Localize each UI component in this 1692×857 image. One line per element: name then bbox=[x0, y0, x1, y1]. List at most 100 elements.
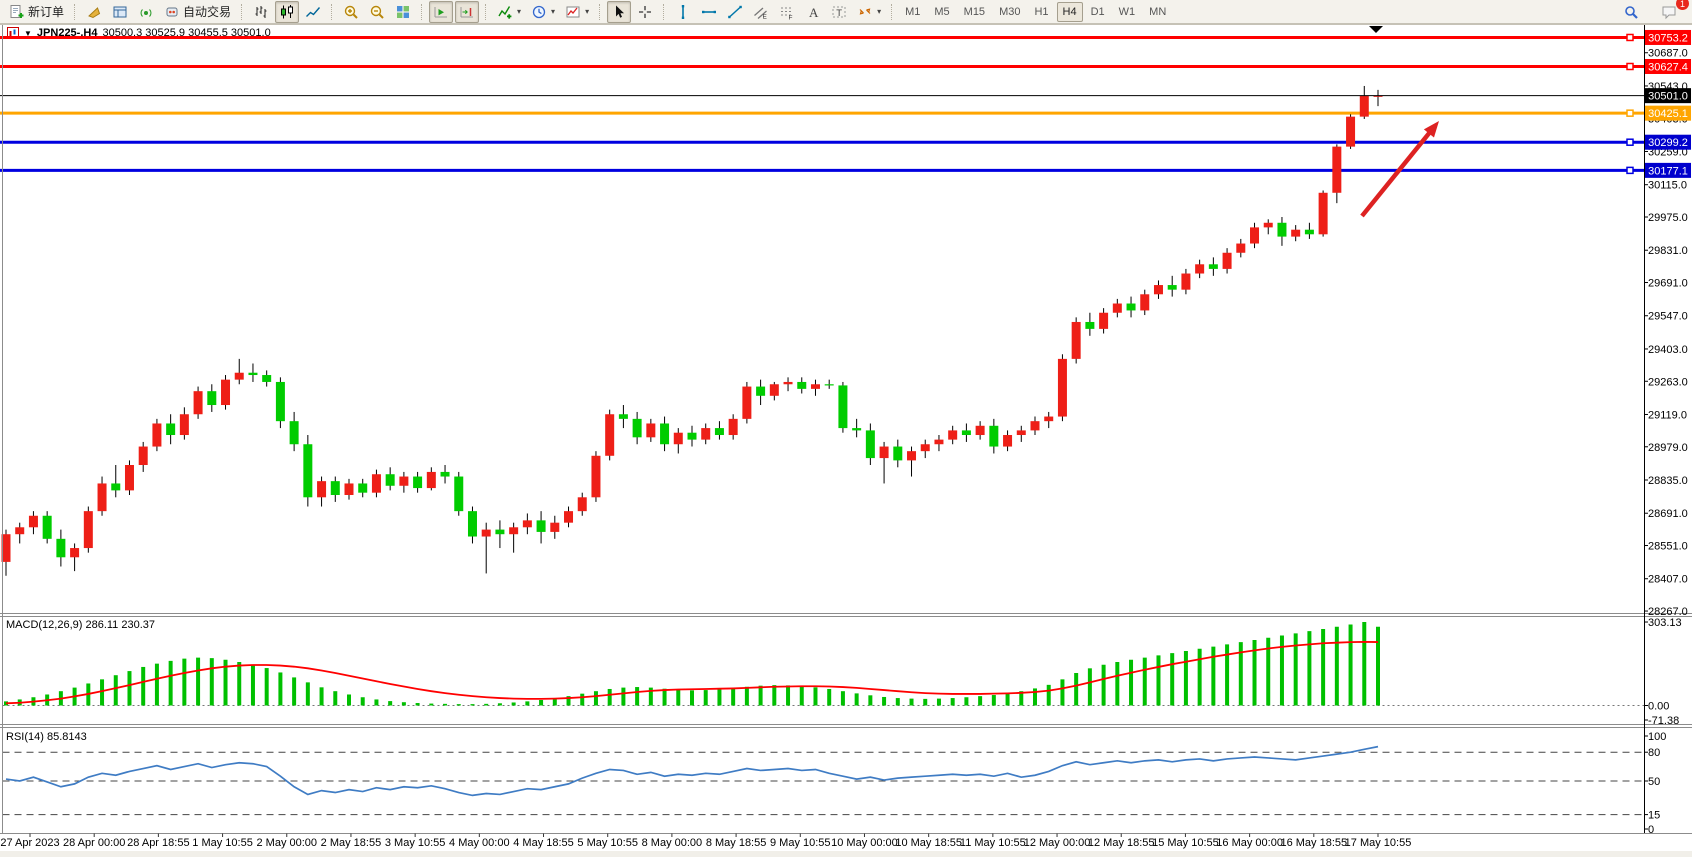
trendline-button[interactable] bbox=[723, 1, 747, 23]
window-bottom-strip bbox=[0, 851, 1692, 857]
candles-icon bbox=[279, 4, 295, 20]
toolbar-separator bbox=[663, 3, 665, 20]
signals-icon bbox=[138, 4, 154, 20]
macd-indicator-label: MACD(12,26,9) 286.11 230.37 bbox=[6, 619, 155, 631]
toolbar-separator bbox=[599, 3, 601, 20]
dropdown-caret[interactable]: ▾ bbox=[551, 7, 556, 16]
profiles-button[interactable] bbox=[82, 1, 106, 23]
svg-text:T: T bbox=[836, 7, 842, 18]
market-watch-button[interactable] bbox=[108, 1, 132, 23]
chart-shift-icon bbox=[459, 4, 475, 20]
equidistant-channel-button[interactable]: E bbox=[749, 1, 773, 23]
tf-m15-button[interactable]: M15 bbox=[958, 2, 991, 22]
chat-button[interactable] bbox=[1657, 1, 1681, 23]
arrow-objects-button[interactable]: ▾ bbox=[853, 1, 885, 23]
tile-icon bbox=[395, 4, 411, 20]
tf-m5-button[interactable]: M5 bbox=[928, 2, 955, 22]
arrows-icon bbox=[857, 4, 873, 20]
hline-icon bbox=[701, 4, 717, 20]
tf-h1-label: H1 bbox=[1034, 5, 1049, 18]
text-t-icon: T bbox=[831, 4, 847, 20]
periods-button[interactable]: ▾ bbox=[527, 1, 559, 23]
toolbar-right: 1 bbox=[1618, 0, 1689, 24]
auto-scroll-icon bbox=[433, 4, 449, 20]
trend-icon bbox=[727, 4, 743, 20]
vertical-line-button[interactable] bbox=[671, 1, 695, 23]
chart-line-button[interactable] bbox=[301, 1, 325, 23]
line-icon bbox=[305, 4, 321, 20]
dropdown-caret[interactable]: ▾ bbox=[585, 7, 590, 16]
tf-m30-label: M30 bbox=[999, 5, 1021, 18]
svg-text:E: E bbox=[763, 13, 768, 20]
rsi-indicator-label: RSI(14) 85.8143 bbox=[6, 731, 87, 743]
svg-text:F: F bbox=[789, 14, 793, 20]
crosshair-icon bbox=[637, 4, 653, 20]
toolbar-separator bbox=[241, 3, 243, 20]
crosshair-button[interactable] bbox=[633, 1, 657, 23]
tf-d1-label: D1 bbox=[1090, 5, 1105, 18]
auto-trading-button[interactable]: 自动交易 bbox=[160, 1, 235, 23]
tf-h4-button[interactable]: H4 bbox=[1056, 1, 1083, 22]
dropdown-caret[interactable]: ▾ bbox=[517, 7, 522, 16]
fibonacci-button[interactable]: F bbox=[775, 1, 799, 23]
bars-icon bbox=[253, 4, 269, 20]
zoom-out-button[interactable] bbox=[365, 1, 389, 23]
toolbar-separator bbox=[331, 3, 333, 20]
price-axis[interactable] bbox=[1644, 24, 1692, 833]
horizontal-line-button[interactable] bbox=[697, 1, 721, 23]
zoom-in-icon bbox=[343, 4, 359, 20]
fibo-icon: F bbox=[779, 4, 795, 20]
zoom-out-icon bbox=[369, 4, 385, 20]
toolbar-separator bbox=[421, 3, 423, 20]
auto-trading-label: 自动交易 bbox=[183, 5, 232, 19]
tf-m1-button[interactable]: M1 bbox=[899, 2, 926, 22]
new-order-button[interactable]: 新订单 bbox=[5, 1, 68, 23]
tf-d1-button[interactable]: D1 bbox=[1085, 2, 1111, 22]
toolbar-separator bbox=[74, 3, 76, 20]
new-order-label: 新订单 bbox=[28, 5, 65, 19]
zoom-in-button[interactable] bbox=[339, 1, 363, 23]
template-icon bbox=[565, 4, 581, 20]
svg-text:A: A bbox=[809, 5, 819, 20]
text-button[interactable]: A bbox=[801, 1, 825, 23]
chart-shift-button[interactable] bbox=[455, 0, 480, 23]
auto-trading-icon bbox=[164, 4, 180, 20]
cursor-button[interactable] bbox=[607, 0, 632, 23]
tf-w1-button[interactable]: W1 bbox=[1113, 2, 1142, 22]
market-watch-icon bbox=[112, 4, 128, 20]
tf-mn-button[interactable]: MN bbox=[1143, 2, 1172, 22]
tf-m1-label: M1 bbox=[905, 5, 921, 18]
time-axis[interactable] bbox=[0, 834, 1644, 851]
chart-area[interactable] bbox=[3, 24, 1643, 833]
toolbar-separator bbox=[891, 3, 893, 20]
tf-m30-button[interactable]: M30 bbox=[993, 2, 1026, 22]
toolbar: 新订单 自动交易 ▾ ▾ ▾ E F A T ▾ M1 M5 M15 M30 H1 H4 D1 W1 MN 1 bbox=[0, 0, 1692, 24]
chart-bars-button[interactable] bbox=[249, 1, 273, 23]
vline-icon bbox=[675, 4, 691, 20]
chat-icon bbox=[1661, 4, 1677, 20]
signals-button[interactable] bbox=[134, 1, 158, 23]
tf-h4-label: H4 bbox=[1062, 5, 1077, 18]
dropdown-caret[interactable]: ▾ bbox=[877, 7, 882, 16]
clock-icon bbox=[531, 4, 547, 20]
indicators-button[interactable]: ▾ bbox=[493, 1, 525, 23]
tf-w1-label: W1 bbox=[1118, 5, 1136, 18]
auto-scroll-button[interactable] bbox=[429, 0, 454, 23]
text-label-button[interactable]: T bbox=[827, 1, 851, 23]
tf-mn-label: MN bbox=[1149, 5, 1167, 18]
tile-windows-button[interactable] bbox=[391, 1, 415, 23]
search-icon bbox=[1623, 4, 1639, 20]
search-button[interactable] bbox=[1619, 1, 1643, 23]
tf-h1-button[interactable]: H1 bbox=[1028, 2, 1054, 22]
channel-icon: E bbox=[753, 4, 769, 20]
profiles-icon bbox=[86, 4, 102, 20]
text-a-icon: A bbox=[805, 4, 821, 20]
chart-candles-button[interactable] bbox=[275, 0, 300, 23]
notification-badge[interactable]: 1 bbox=[1676, 0, 1689, 10]
toolbar-separator bbox=[485, 3, 487, 20]
chart-dropdown-caret[interactable]: ▼ bbox=[24, 28, 32, 38]
tf-m5-label: M5 bbox=[934, 5, 950, 18]
templates-button[interactable]: ▾ bbox=[561, 1, 593, 23]
tf-m15-label: M15 bbox=[963, 5, 986, 18]
cursor-icon bbox=[611, 4, 627, 20]
